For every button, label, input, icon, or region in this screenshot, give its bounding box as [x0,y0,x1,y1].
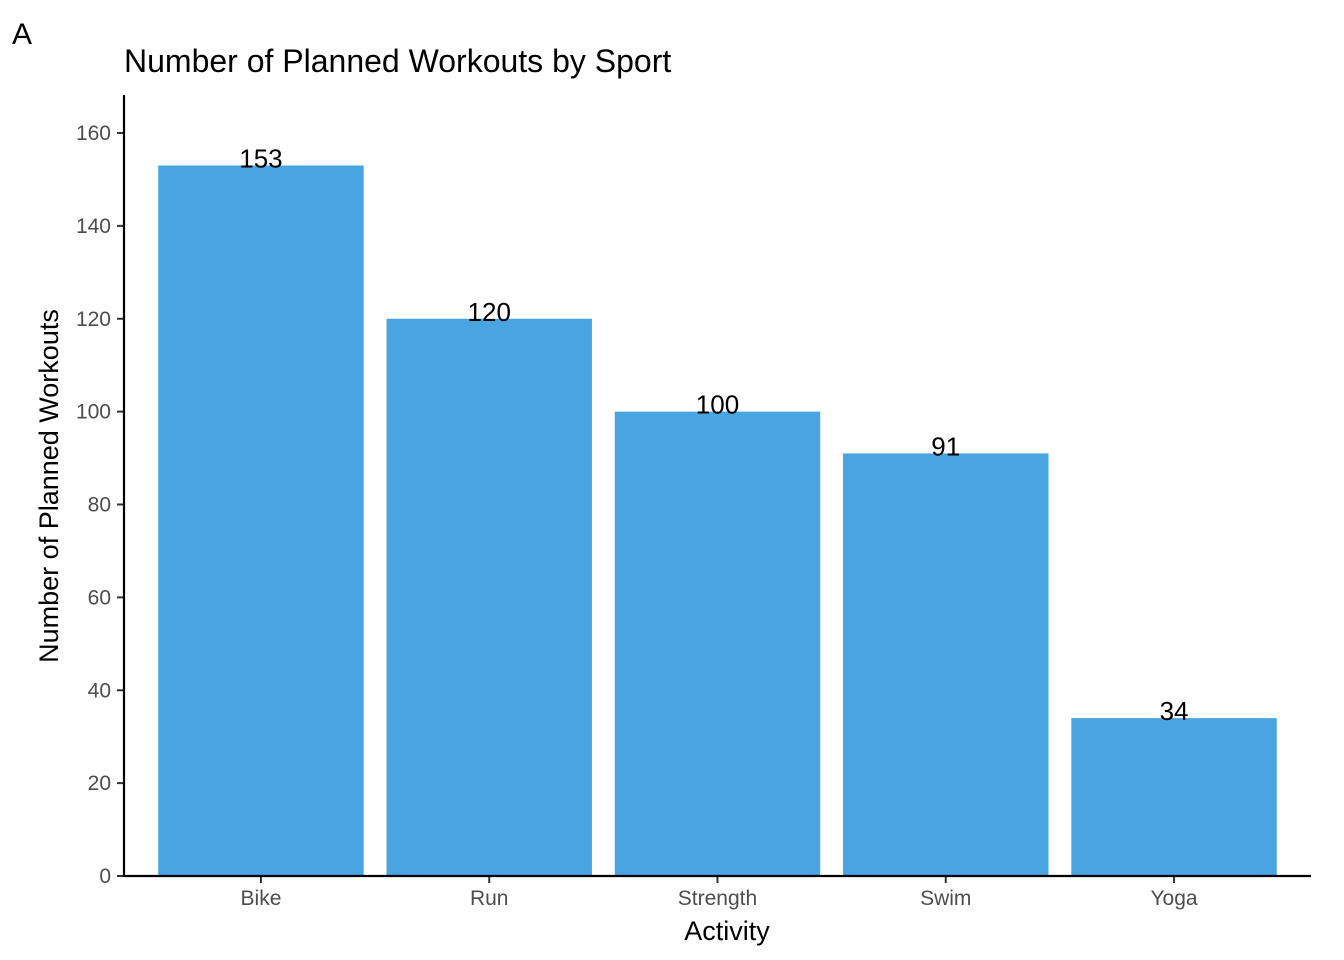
data-label-bike: 153 [239,144,282,174]
data-label-swim: 91 [931,431,960,461]
y-tick-label-40: 40 [88,679,111,702]
bar-swim [843,453,1049,876]
y-tick-label-140: 140 [76,215,111,238]
bar-strength [614,411,821,876]
data-labels-group: 153 120 100 91 34 [239,144,1188,727]
x-tick-label-bike: Bike [241,887,282,910]
panel-tag: A [12,18,32,51]
bar-run [386,318,592,876]
chart-title: Number of Planned Workouts by Sport [124,43,671,79]
x-tick-label-run: Run [470,887,509,910]
x-tick-label-strength: Strength [678,887,757,910]
y-tick-label-0: 0 [99,865,111,888]
data-label-yoga: 34 [1160,696,1189,726]
x-axis-title: Activity [684,916,770,946]
y-tick-label-80: 80 [88,494,111,517]
y-tick-label-120: 120 [76,308,111,331]
y-tick-label-20: 20 [88,772,111,795]
x-tick-label-swim: Swim [920,887,971,910]
bar-yoga [1071,718,1277,876]
y-tick-label-60: 60 [88,586,111,609]
y-axis-title: Number of Planned Workouts [34,309,64,663]
data-label-run: 120 [468,297,511,327]
data-label-strength: 100 [696,390,739,420]
y-tick-label-160: 160 [76,122,111,145]
x-tick-label-yoga: Yoga [1150,887,1197,910]
y-axis-ticks: 0 20 40 60 80 100 120 140 160 [76,122,124,888]
bar-bike [158,165,364,877]
bars-group [158,165,1277,877]
y-tick-label-100: 100 [76,401,111,424]
x-axis-ticks: Bike Run Strength Swim Yoga [241,876,1198,910]
